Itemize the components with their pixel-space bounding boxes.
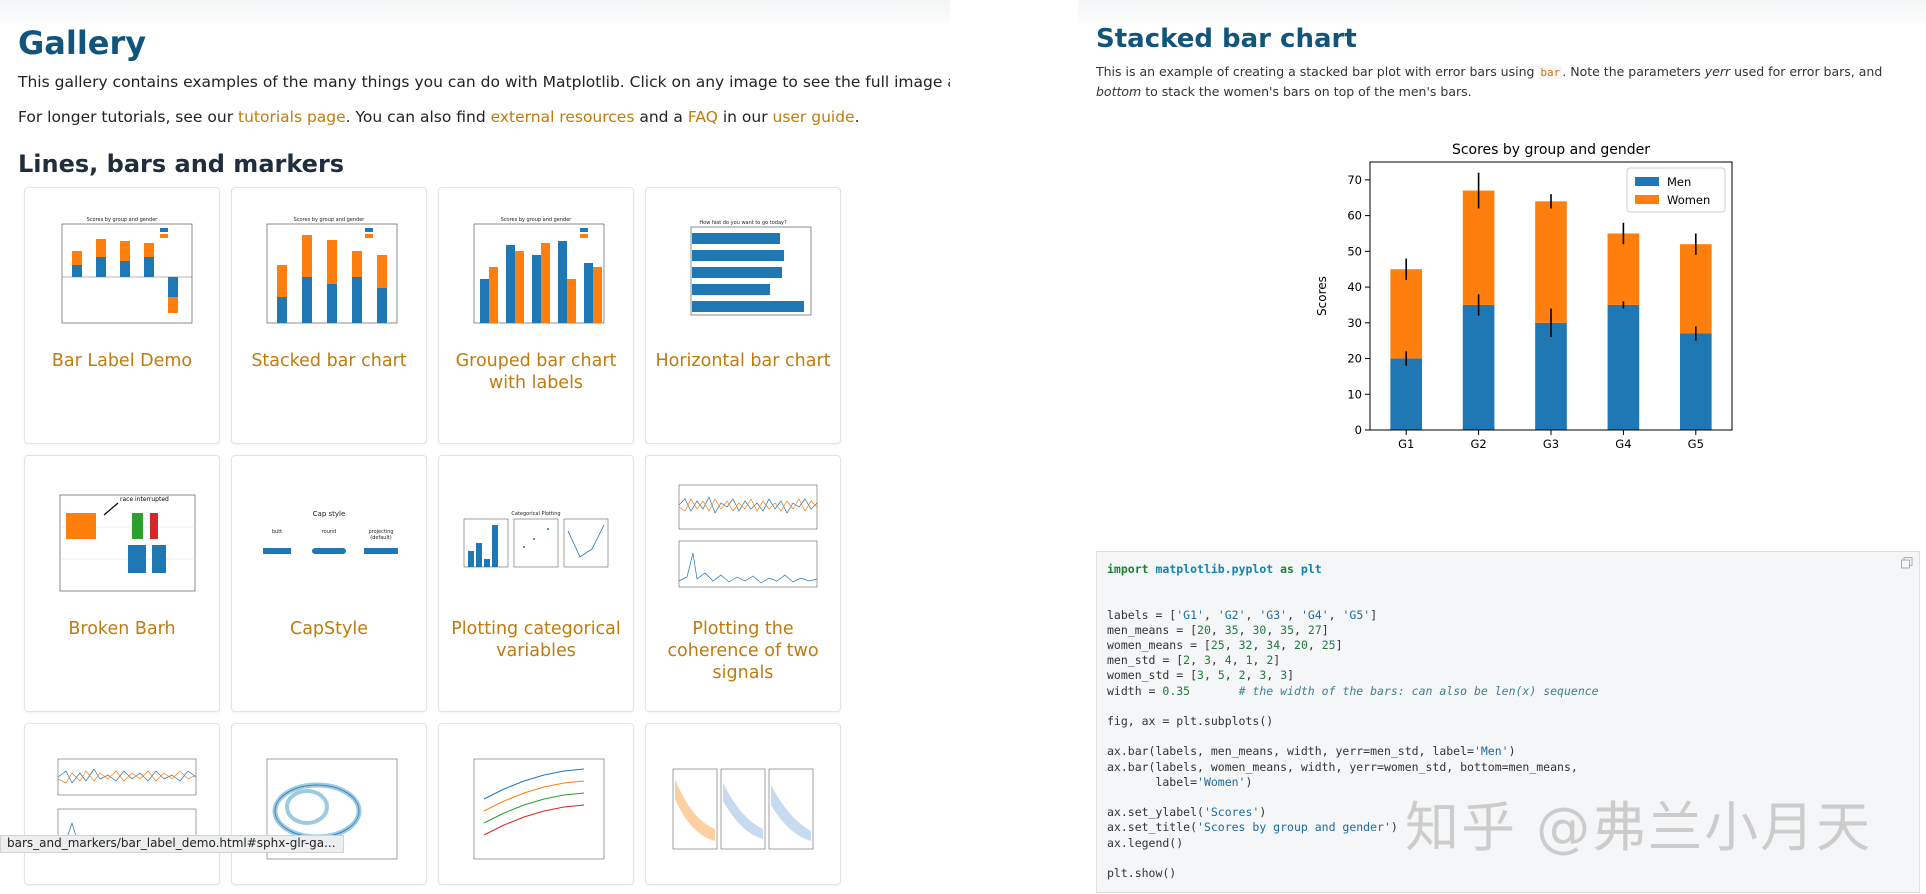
card-label[interactable]: Stacked bar chart — [251, 351, 407, 371]
bar-code-link[interactable]: bar — [1538, 66, 1563, 79]
chart-title: Scores by group and gender — [1452, 142, 1650, 158]
card-label[interactable]: Plotting the coherence of two signals — [667, 619, 819, 683]
y-tick-label: 10 — [1347, 387, 1362, 401]
watermark: 知乎 @弗兰小月天 — [1405, 796, 1873, 859]
svg-text:butt: butt — [272, 529, 282, 535]
card-row3-4[interactable] — [645, 723, 841, 885]
detail-description: This is an example of creating a stacked… — [1096, 64, 1883, 99]
coherence-thumbnail — [678, 484, 818, 588]
categorical-thumbnail: Categorical Plotting — [463, 511, 609, 568]
y-axis-label: Scores — [1315, 276, 1329, 316]
svg-text:round: round — [322, 529, 337, 535]
row3-thumb-4 — [672, 768, 814, 850]
broken-barh-thumbnail: race interrupted — [59, 494, 196, 592]
svg-text:Scores by group and gender: Scores by group and gender — [501, 217, 573, 223]
svg-text:How fast do you want to go tod: How fast do you want to go today? — [699, 220, 787, 226]
bar-label-demo-thumbnail: Scores by group and gender — [61, 217, 193, 324]
plot-frame — [1369, 161, 1733, 431]
bar-women-G4 — [1607, 233, 1640, 305]
status-bar-url: bars_and_markers/bar_label_demo.html#sph… — [0, 835, 344, 853]
bar-men-G4 — [1607, 304, 1640, 430]
card-coherence-signals[interactable]: Plotting the coherence of two signals — [645, 455, 841, 712]
x-tick-label: G3 — [1543, 437, 1559, 451]
bar-men-G5 — [1679, 333, 1712, 430]
y-tick-label: 70 — [1347, 173, 1362, 187]
card-grouped-bar-chart[interactable]: Scores by group and gender Grouped bar c… — [438, 187, 634, 444]
svg-text:Scores by group and gender: Scores by group and gender — [87, 217, 159, 223]
faq-link[interactable]: FAQ — [687, 108, 718, 126]
bar-women-G1 — [1390, 269, 1423, 359]
user-guide-link[interactable]: user guide — [772, 108, 855, 126]
y-tick-label: 40 — [1347, 280, 1362, 294]
detail-page: Stacked bar chart This is an example of … — [1078, 0, 1926, 894]
y-tick-label: 50 — [1347, 244, 1362, 258]
top-bar — [1078, 0, 1926, 28]
code-text: import matplotlib.pyplot as plt labels =… — [1107, 562, 1599, 881]
legend-swatch-men — [1635, 177, 1659, 186]
top-bar — [0, 0, 950, 28]
card-stacked-bar-chart[interactable]: Scores by group and gender Stacked bar c… — [231, 187, 427, 444]
y-tick-label: 30 — [1347, 316, 1362, 330]
card-row3-2[interactable] — [231, 723, 427, 885]
bar-men-G2 — [1462, 304, 1495, 430]
stacked-bar-chart: Scores by group and gender Scores 0 10 20 30 4… — [1315, 142, 1733, 451]
x-tick-label: G2 — [1470, 437, 1486, 451]
svg-text:race interrupted: race interrupted — [120, 496, 169, 503]
svg-text:(default): (default) — [370, 535, 392, 541]
intro-text: This gallery contains examples of the ma… — [18, 73, 950, 91]
legend-label-men: Men — [1667, 175, 1691, 189]
x-tick-label: G1 — [1398, 437, 1414, 451]
bar-men-G3 — [1535, 322, 1567, 430]
legend-swatch-women — [1635, 195, 1659, 204]
card-broken-barh[interactable]: race interrupted Broken Barh — [24, 455, 220, 712]
card-row3-3[interactable] — [438, 723, 634, 885]
section-heading: Lines, bars and markers — [18, 150, 345, 178]
card-label[interactable]: Broken Barh — [68, 619, 176, 639]
horizontal-bar-thumbnail: How fast do you want to go today? — [690, 220, 812, 316]
card-label[interactable]: Plotting categorical variables — [451, 619, 621, 661]
detail-title: Stacked bar chart — [1096, 24, 1357, 54]
card-capstyle[interactable]: Cap style butt round projecting (default… — [231, 455, 427, 712]
y-tick-label: 20 — [1347, 352, 1362, 366]
legend-label-women: Women — [1667, 193, 1710, 207]
svg-text:Scores by group and gender: Scores by group and gender — [294, 217, 366, 223]
grouped-bar-thumbnail: Scores by group and gender — [473, 217, 605, 324]
card-label[interactable]: CapStyle — [289, 619, 368, 639]
tutorials-text: For longer tutorials, see our tutorials … — [18, 108, 860, 126]
row3-thumb-3 — [473, 758, 605, 860]
card-label[interactable]: Grouped bar chart with labels — [455, 351, 617, 393]
tutorials-link[interactable]: tutorials page — [238, 108, 346, 126]
copy-icon[interactable] — [1901, 557, 1913, 569]
capstyle-thumbnail: Cap style butt round projecting (default… — [263, 510, 398, 554]
stacked-bar-thumbnail: Scores by group and gender — [266, 217, 398, 324]
gallery-page: Gallery This gallery contains examples o… — [0, 0, 950, 894]
card-horizontal-bar-chart[interactable]: How fast do you want to go today? Horizo… — [645, 187, 841, 444]
bar-men-G1 — [1390, 358, 1423, 430]
page-title: Gallery — [18, 24, 147, 62]
card-row3-1[interactable] — [24, 723, 220, 885]
svg-text:projecting: projecting — [368, 529, 393, 535]
card-label[interactable]: Horizontal bar chart — [655, 351, 831, 371]
y-tick-label: 60 — [1347, 209, 1362, 223]
x-tick-label: G5 — [1688, 437, 1704, 451]
external-resources-link[interactable]: external resources — [490, 108, 635, 126]
card-categorical-variables[interactable]: Categorical Plotting Plotting categorica… — [438, 455, 634, 712]
bar-women-G2 — [1462, 190, 1495, 305]
x-tick-label: G4 — [1615, 437, 1631, 451]
y-tick-label: 0 — [1355, 423, 1362, 437]
card-label[interactable]: Bar Label Demo — [51, 351, 193, 371]
bar-women-G5 — [1679, 244, 1712, 334]
svg-text:Categorical Plotting: Categorical Plotting — [511, 511, 560, 517]
card-bar-label-demo[interactable]: Scores by group and gender Bar Label Dem… — [24, 187, 220, 444]
svg-text:Cap style: Cap style — [313, 510, 346, 518]
bar-women-G3 — [1535, 201, 1567, 323]
code-block: import matplotlib.pyplot as plt labels =… — [1096, 551, 1920, 893]
